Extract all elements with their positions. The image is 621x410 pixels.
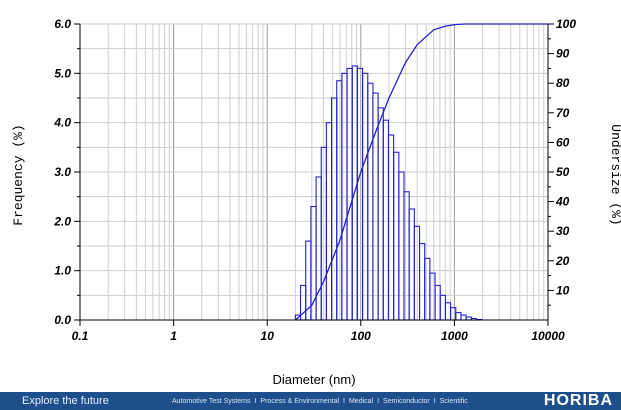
y-left-tick-label: 6.0 [54, 17, 71, 31]
x-tick-label: 10000 [531, 329, 565, 343]
frequency-bar [367, 82, 374, 321]
undersize-curve-group [294, 23, 548, 321]
y-left-tick-label: 4.0 [53, 116, 71, 130]
y-left-tick-label: 2.0 [53, 214, 71, 228]
y-axis-right-label: Undersize (%) [608, 124, 621, 225]
footer-link[interactable]: Automotive Test Systems [172, 397, 251, 405]
x-tick-label: 10 [261, 329, 275, 343]
y-right-tick-label: 80 [556, 76, 570, 90]
x-axis-label: Diameter (nm) [272, 372, 355, 387]
y-right-tick-label: 50 [556, 165, 570, 179]
tick-labels: 0.0 1.0 2.0 3.0 4.0 5.0 6.0 10 20 30 40 50 60 70 80 90 1… [53, 17, 576, 343]
y-left-tick-label: 3.0 [54, 165, 71, 179]
x-tick-label: 0.1 [72, 329, 89, 343]
footer-link-separator: I [343, 397, 345, 405]
y-right-tick-label: 20 [555, 254, 570, 268]
frequency-bar [403, 191, 410, 321]
frequency-bar [429, 272, 436, 321]
footer-tagline: Explore the future [22, 395, 109, 407]
y-right-tick-label: 10 [556, 283, 570, 297]
footer-link-separator: I [433, 397, 436, 405]
frequency-bar [356, 67, 364, 321]
frequency-bar [377, 107, 384, 321]
y-right-tick-label: 100 [556, 17, 576, 31]
y-axis-left-label: Frequency (%) [11, 124, 26, 225]
footer-link[interactable]: Medical [348, 397, 374, 405]
footer-link[interactable]: Process & Environmental [260, 397, 340, 405]
frequency-bar [460, 314, 467, 321]
y-right-tick-label: 30 [556, 224, 570, 238]
undersize-curve [294, 23, 548, 321]
footer-link-separator: I [254, 397, 257, 405]
y-right-tick-label: 40 [555, 195, 570, 209]
footer-link[interactable]: Scientific [439, 397, 468, 405]
frequency-bar [450, 307, 457, 321]
footer-link[interactable]: Semiconductor [383, 397, 430, 405]
x-tick-label: 100 [351, 329, 371, 343]
y-left-tick-label: 0.0 [54, 313, 71, 327]
footer-links: Automotive Test Systems I Process & Enviro… [172, 398, 468, 405]
y-right-tick-label: 70 [556, 106, 570, 120]
frequency-bar [418, 242, 426, 321]
frequency-bar [382, 119, 390, 321]
frequency-bar [455, 312, 462, 321]
y-right-tick-label: 90 [556, 47, 570, 61]
x-tick-label: 1000 [441, 329, 468, 343]
frequency-bar [336, 80, 343, 321]
grid [79, 23, 548, 320]
particle-size-chart: 0.0 1.0 2.0 3.0 4.0 5.0 6.0 10 20 30 40 50 60 70 80 90 1… [11, 17, 621, 387]
y-right-tick-label: 60 [556, 135, 570, 149]
brand-logo: HORIBA [543, 392, 613, 409]
axes [74, 23, 554, 326]
footer-link-separator: I [377, 397, 380, 405]
y-left-tick-label: 5.0 [54, 66, 71, 80]
frequency-bar [424, 257, 431, 321]
frequency-bar [315, 176, 322, 321]
footer-banner: Explore the future Automotive Test Syste… [0, 392, 621, 410]
frequency-bar [408, 208, 415, 321]
frequency-bar [439, 294, 446, 321]
x-tick-label: 1 [170, 329, 177, 343]
y-left-tick-label: 1.0 [54, 264, 71, 278]
